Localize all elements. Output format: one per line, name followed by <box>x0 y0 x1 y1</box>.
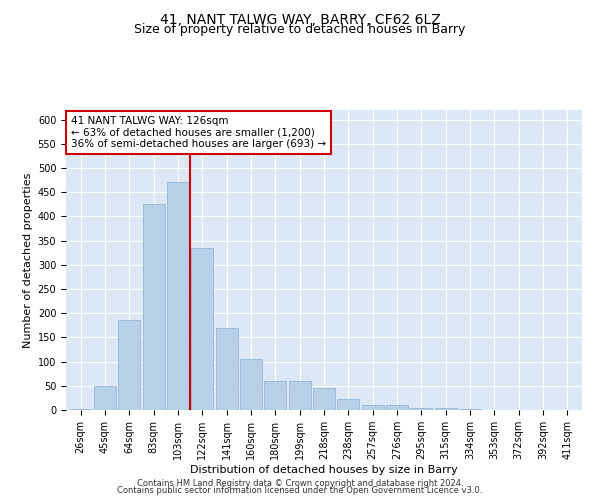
Bar <box>70 408 92 410</box>
Text: Contains public sector information licensed under the Open Government Licence v3: Contains public sector information licen… <box>118 486 482 495</box>
Text: 41 NANT TALWG WAY: 126sqm
← 63% of detached houses are smaller (1,200)
36% of se: 41 NANT TALWG WAY: 126sqm ← 63% of detac… <box>71 116 326 149</box>
Bar <box>118 320 140 410</box>
Bar <box>167 182 189 410</box>
Bar <box>289 381 311 410</box>
X-axis label: Distribution of detached houses by size in Barry: Distribution of detached houses by size … <box>190 465 458 475</box>
Bar <box>215 328 238 410</box>
Bar <box>191 248 213 410</box>
Text: Contains HM Land Registry data © Crown copyright and database right 2024.: Contains HM Land Registry data © Crown c… <box>137 478 463 488</box>
Bar <box>362 405 383 410</box>
Bar <box>143 204 164 410</box>
Bar <box>94 386 116 410</box>
Y-axis label: Number of detached properties: Number of detached properties <box>23 172 34 348</box>
Bar <box>410 408 433 410</box>
Text: 41, NANT TALWG WAY, BARRY, CF62 6LZ: 41, NANT TALWG WAY, BARRY, CF62 6LZ <box>160 12 440 26</box>
Bar <box>435 408 457 410</box>
Bar <box>240 359 262 410</box>
Bar <box>337 400 359 410</box>
Bar <box>313 388 335 410</box>
Bar <box>265 381 286 410</box>
Bar <box>459 409 481 410</box>
Text: Size of property relative to detached houses in Barry: Size of property relative to detached ho… <box>134 22 466 36</box>
Bar <box>386 404 408 410</box>
